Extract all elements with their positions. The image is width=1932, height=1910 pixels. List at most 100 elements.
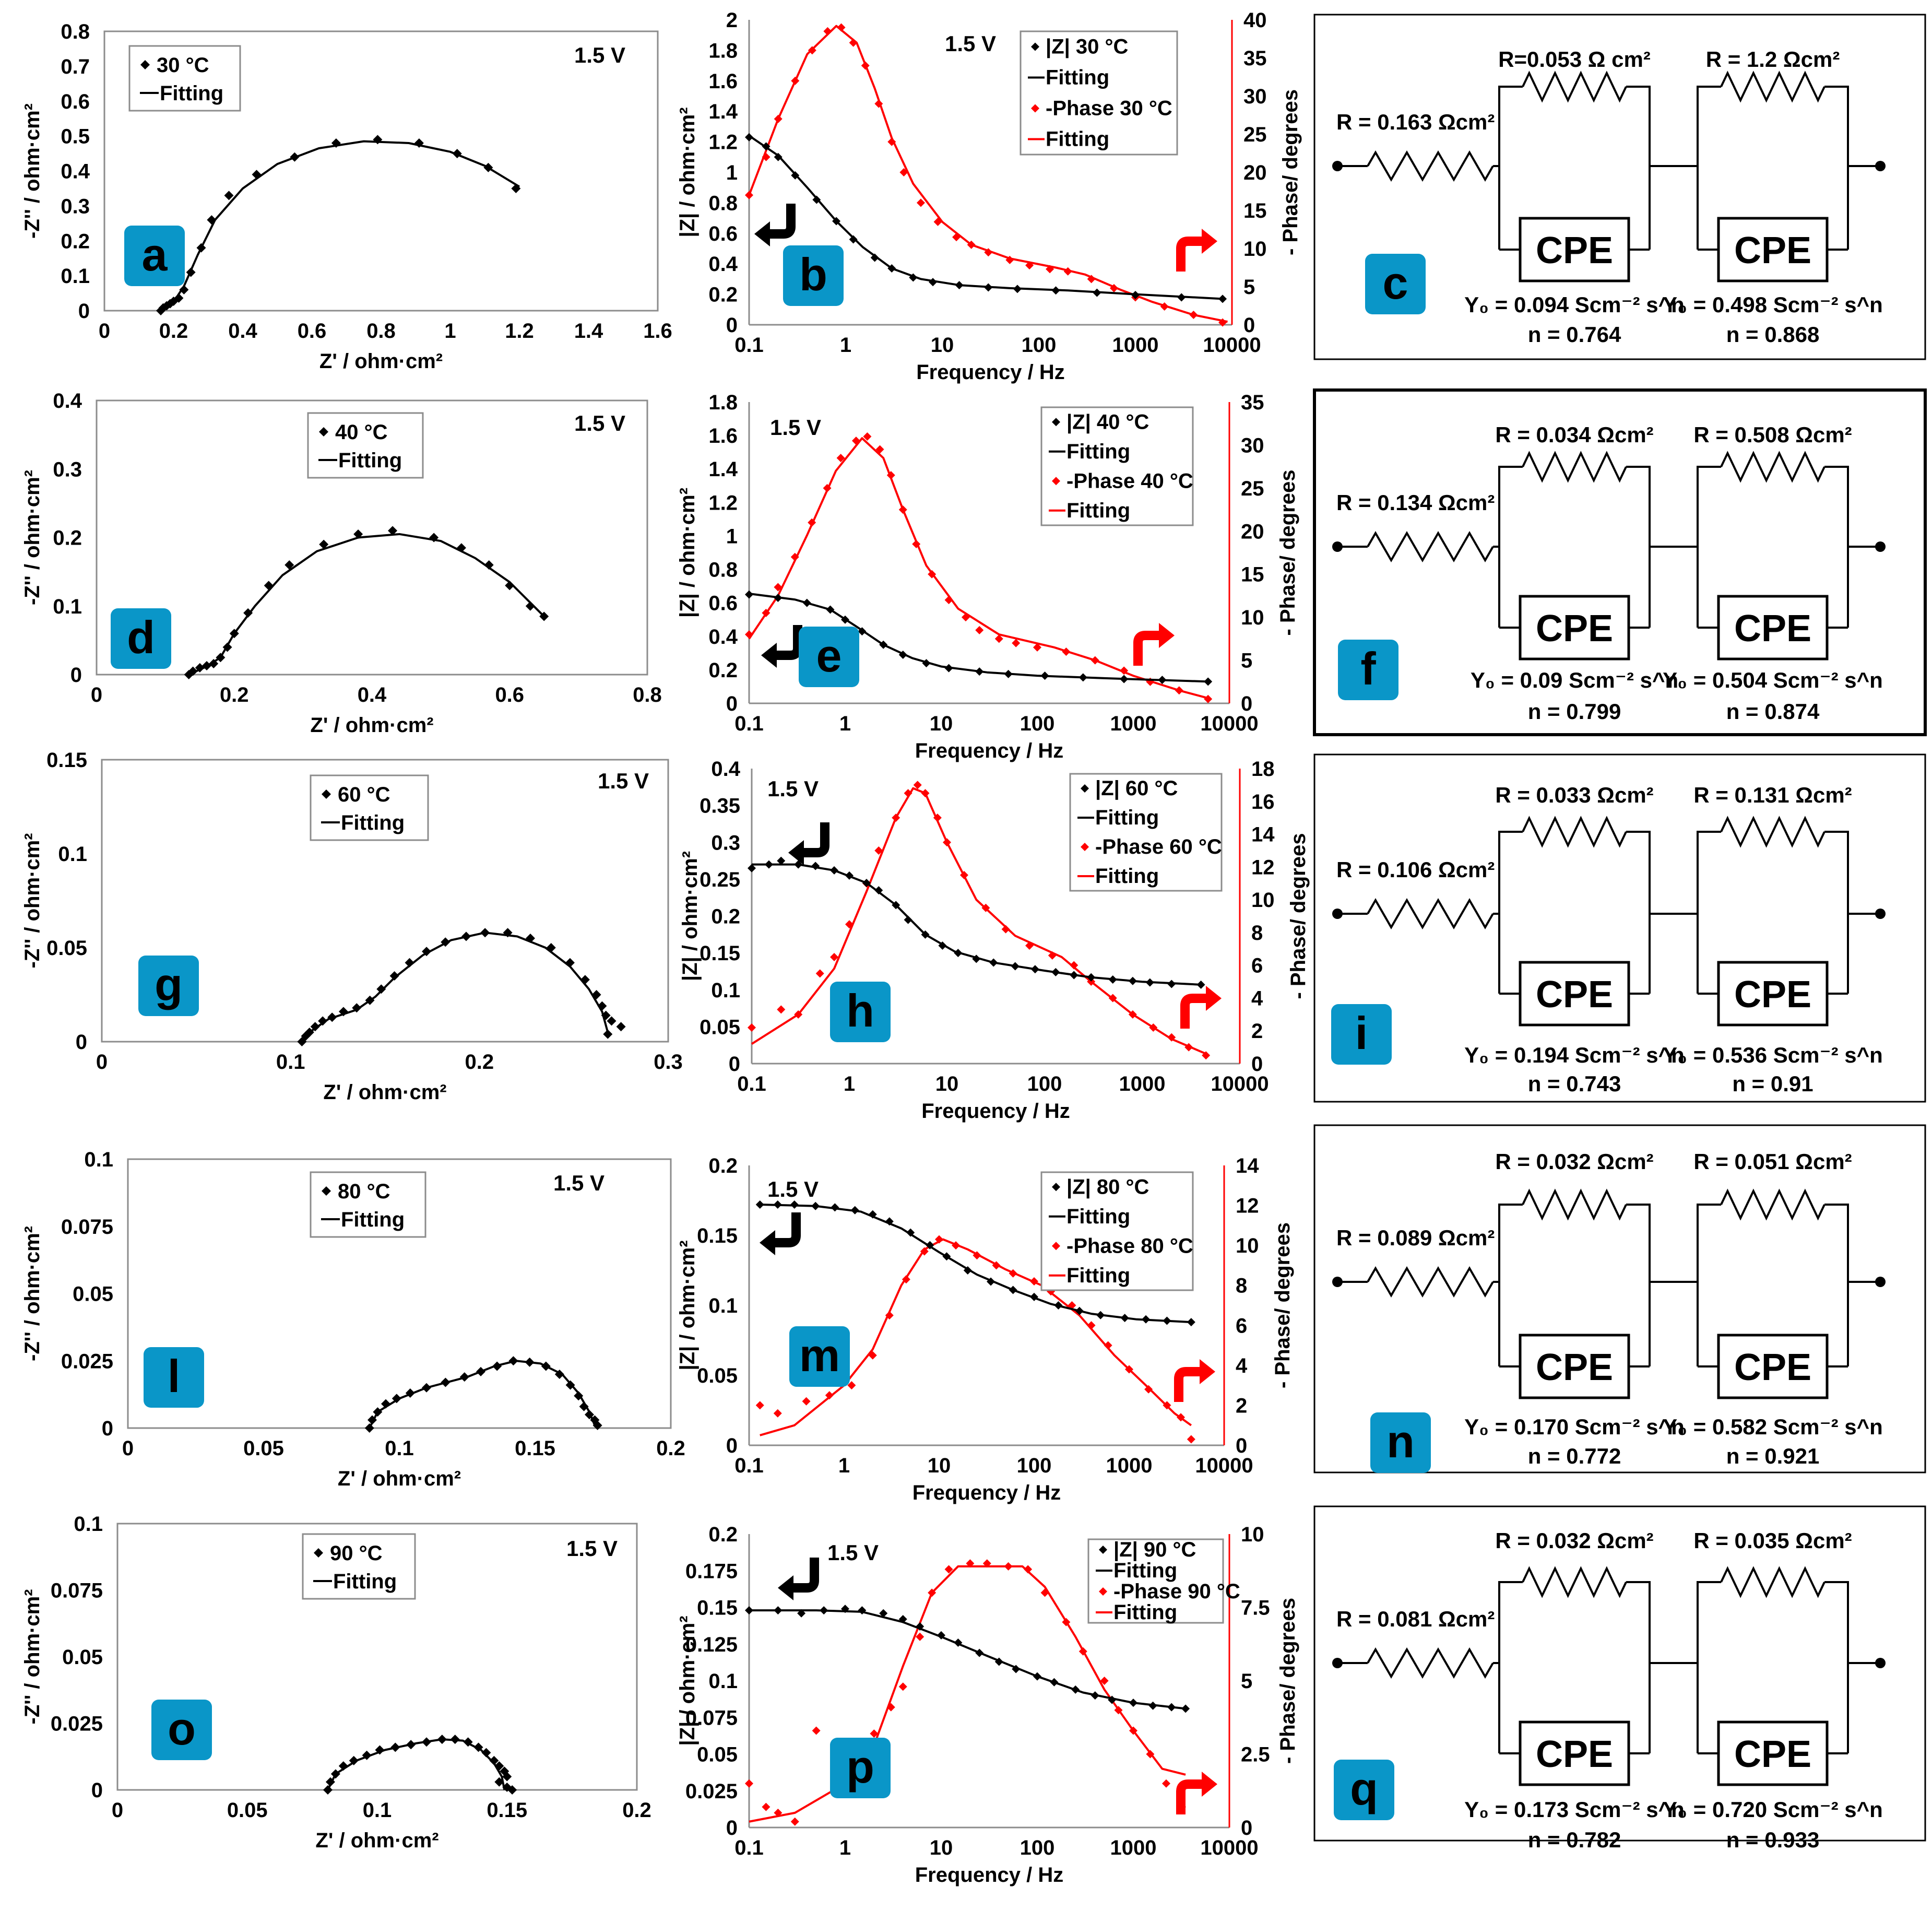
exponent-label: n = 0.772 — [1528, 1444, 1621, 1468]
impedance-data-point — [954, 1638, 963, 1647]
panel-letter-badge — [144, 1347, 204, 1408]
wire — [1498, 1581, 1523, 1753]
y-tick-label: 0 — [726, 692, 738, 715]
impedance-data-point — [904, 915, 912, 924]
voltage-label: 1.5 V — [598, 769, 649, 793]
arrow-head — [778, 1575, 793, 1600]
impedance-data-point — [906, 1228, 915, 1237]
y2-tick-label: 2 — [1251, 1020, 1263, 1043]
resistance-label: R = 0.051 Ωcm² — [1693, 1149, 1852, 1174]
y-tick-label: 0.6 — [61, 90, 90, 113]
impedance-data-point — [994, 1657, 1003, 1666]
bode-panel-m: 0.1 1 10 100 1000 1000000.050.10.150.20246810… — [676, 1154, 1294, 1504]
nyquist-panel-l: 0 0.05 0.1 0.15 0.2 0 0.025 0.05 0.075 0.1 Z' / oh… — [21, 1148, 685, 1490]
phase-data-point — [1005, 255, 1014, 264]
phase-data-point — [928, 570, 937, 579]
data-point — [179, 285, 189, 294]
data-point — [318, 1016, 328, 1026]
data-point — [494, 1777, 504, 1787]
y-tick-label: 0.6 — [708, 592, 738, 615]
phase-data-point — [952, 233, 961, 242]
phase-data-point — [823, 27, 832, 36]
panel-letter: o — [168, 1703, 196, 1754]
y-tick-label: 0.2 — [708, 1154, 738, 1177]
impedance-data-point — [898, 651, 907, 659]
legend-label: Fitting — [1095, 865, 1159, 888]
impedance-data-point — [874, 886, 883, 895]
phase-data-point — [1070, 961, 1078, 970]
resistor-zigzag — [1522, 451, 1627, 483]
legend-label: |Z| 30 °C — [1046, 36, 1128, 58]
resistor-zigzag — [1720, 70, 1826, 103]
impedance-data-point — [1051, 286, 1060, 295]
legend-marker — [1031, 104, 1039, 113]
legend-label: Fitting — [1066, 1205, 1130, 1228]
panel-letter: d — [127, 611, 155, 663]
impedance-data-point — [755, 1200, 764, 1209]
legend-label: |Z| 60 °C — [1095, 777, 1178, 800]
impedance-data-point — [802, 598, 811, 607]
data-point — [373, 1407, 383, 1417]
impedance-data-point — [812, 195, 821, 204]
phase-data-point — [851, 437, 860, 445]
impedance-data-point — [1120, 675, 1129, 683]
arrow-shaft — [773, 1212, 801, 1247]
data-point — [539, 611, 549, 621]
y-tick-label: 0.05 — [73, 1283, 113, 1306]
y2-tick-label: 6 — [1251, 954, 1263, 977]
legend-label: 60 °C — [338, 783, 390, 806]
y-tick-label: 1.4 — [708, 100, 738, 123]
circuit-panel-n: R = 0.089 Ωcm² CPE R = 0.032 Ωcm² Y₀ = 0.17… — [1313, 1124, 1926, 1473]
data-point — [507, 1785, 517, 1795]
wire — [1824, 831, 1849, 994]
impedance-data-point — [1051, 968, 1060, 976]
bode-panel-h: 0.1 1 10 100 1000 1000000.050.10.150.20.250.3… — [679, 758, 1310, 1123]
impedance-data-point — [1204, 677, 1213, 686]
data-point — [592, 1420, 602, 1430]
impedance-data-point — [898, 1614, 907, 1623]
voltage-label: 1.5 V — [574, 43, 625, 67]
impedance-data-point — [791, 171, 800, 180]
phase-data-point — [774, 114, 783, 123]
y2-tick-label: 4 — [1251, 987, 1263, 1010]
x-tick-label: 0.1 — [734, 712, 764, 735]
data-point — [459, 1372, 469, 1382]
legend-marker — [322, 789, 331, 799]
y-tick-label: 0.2 — [53, 527, 82, 550]
y2-tick-label: 5 — [1243, 276, 1255, 299]
impedance-data-point — [1013, 285, 1022, 293]
x-tick-label: 100 — [1020, 712, 1055, 735]
phase-data-point — [899, 168, 908, 176]
data-point — [422, 947, 432, 957]
y-tick-label: 0.075 — [51, 1579, 103, 1602]
legend-label: Fitting — [333, 1570, 397, 1593]
y-tick-label: 0.1 — [711, 979, 740, 1002]
terminal-dot — [1875, 541, 1886, 552]
legend-label: Fitting — [1095, 806, 1159, 829]
voltage-label: 1.5 V — [566, 1536, 618, 1561]
panel-letter: c — [1383, 257, 1408, 309]
data-point — [511, 183, 521, 193]
impedance-data-point — [774, 152, 783, 161]
y-tick-label: 0.125 — [685, 1633, 738, 1656]
phase-data-point — [1091, 656, 1099, 665]
phase-data-point — [1033, 643, 1041, 652]
impedance-data-point — [955, 281, 964, 290]
data-point — [616, 1022, 626, 1032]
y-tick-label: 0.3 — [53, 458, 82, 481]
legend-label: Fitting — [1113, 1601, 1177, 1624]
y2-tick-label: 12 — [1251, 856, 1275, 879]
x-tick-label: 0.1 — [385, 1437, 414, 1460]
y2-tick-label: 12 — [1236, 1195, 1259, 1218]
x-axis-title: Z' / ohm·cm² — [338, 1467, 461, 1490]
exponent-label: n = 0.921 — [1726, 1444, 1820, 1468]
panel-letter: b — [799, 249, 827, 300]
x-tick-label: 0.15 — [515, 1437, 555, 1460]
legend-label: 40 °C — [335, 421, 388, 444]
parallel-block-2: CPE R = 0.508 Ωcm² Y₀ = 0.504 Scm⁻² s^n n =… — [1663, 422, 1883, 724]
cpe-label: CPE — [1536, 230, 1613, 272]
impedance-data-point — [879, 640, 888, 649]
y2-tick-label: 0 — [1236, 1434, 1247, 1457]
phase-data-point — [916, 1632, 924, 1641]
legend-label: -Phase 30 °C — [1046, 97, 1172, 120]
